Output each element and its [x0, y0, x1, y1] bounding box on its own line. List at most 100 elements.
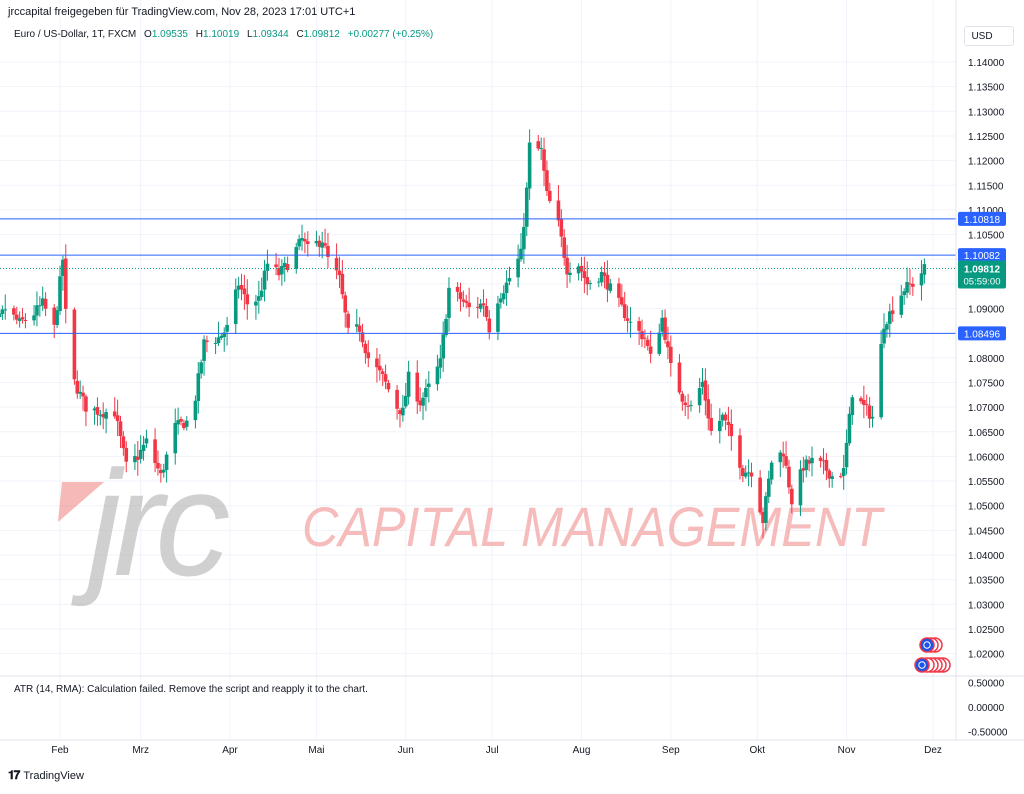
candle-body: [357, 325, 362, 332]
candle-body: [496, 303, 500, 332]
candle: [133, 444, 137, 470]
candle: [911, 277, 915, 296]
symbol-name[interactable]: Euro / US-Dollar, 1T, FXCM: [14, 29, 137, 40]
candle-body: [340, 273, 345, 295]
candle: [17, 311, 22, 328]
candle-body: [354, 324, 359, 327]
candle: [343, 291, 348, 328]
candle-body: [542, 149, 546, 171]
candle: [14, 306, 19, 325]
candle-body: [717, 420, 722, 432]
candle: [378, 354, 382, 381]
candle-body: [686, 405, 690, 407]
candle-body: [882, 328, 886, 344]
candle-body: [539, 147, 543, 149]
candle-body: [475, 306, 480, 308]
candle-body: [706, 399, 711, 419]
candle-body: [161, 469, 166, 473]
candle-body: [164, 454, 169, 470]
candle: [568, 262, 572, 283]
price-tick-label: 1.05000: [968, 502, 1005, 513]
candle-body: [559, 219, 564, 237]
candle-body: [643, 337, 647, 339]
candle: [579, 256, 584, 281]
candle: [743, 465, 748, 479]
high-value: 1.10019: [203, 29, 240, 40]
candle: [527, 129, 532, 200]
low-value: 1.09344: [252, 29, 289, 40]
candle: [58, 265, 62, 316]
candle-body: [599, 272, 604, 283]
candle-body: [294, 247, 299, 269]
candle: [807, 456, 811, 472]
watermark-text: CAPITAL MANAGEMENT: [302, 495, 885, 558]
open-label: O: [144, 29, 152, 40]
candle: [98, 409, 103, 426]
candle: [23, 313, 28, 329]
candle: [764, 492, 768, 531]
candle: [274, 252, 278, 276]
candle: [628, 306, 633, 338]
price-tick-label: 1.08000: [968, 354, 1005, 365]
candle: [242, 274, 247, 310]
candle: [435, 354, 440, 391]
symbol-legend[interactable]: Euro / US-Dollar, 1T, FXCM O1.09535 H1.1…: [14, 29, 433, 40]
candle-body: [193, 400, 198, 421]
candle: [617, 277, 621, 308]
candle: [32, 304, 36, 326]
indicator-error-message: ATR (14, RMA): Calculation failed. Remov…: [14, 684, 368, 695]
candle: [245, 279, 250, 320]
candle: [334, 243, 339, 280]
time-axis[interactable]: Feb Mrz Apr Mai Jun Jul Aug Sep Okt Nov Dez: [51, 745, 942, 756]
candle-body: [435, 366, 440, 385]
candle: [320, 231, 324, 259]
event-marker-lower[interactable]: [914, 657, 951, 673]
candle-body: [568, 272, 572, 275]
candle: [386, 379, 391, 393]
candle-body: [455, 286, 460, 292]
candle-body: [375, 358, 379, 368]
indicator-tick-label: -0.50000: [968, 728, 1008, 739]
candle-body: [766, 478, 771, 497]
candle: [78, 380, 82, 399]
candle-body: [749, 472, 754, 477]
candle-body: [323, 243, 327, 246]
candle-body: [23, 320, 28, 322]
footer-logo[interactable]: 𝟏𝟕 TradingView: [8, 768, 84, 783]
candle: [666, 326, 670, 360]
candle-body: [35, 305, 39, 316]
candle: [697, 377, 702, 413]
watermark-accent-shape: [58, 482, 104, 522]
candle: [216, 321, 221, 347]
candle-body: [259, 290, 264, 297]
indicator-tick-label: 0.50000: [968, 679, 1005, 690]
level-price-label: 1.10082: [958, 248, 1006, 263]
event-marker-upper[interactable]: [919, 637, 943, 653]
candle-body: [444, 318, 448, 336]
candle-body: [63, 258, 68, 309]
candle-body: [118, 421, 123, 437]
candle-body: [138, 449, 143, 459]
candle-body: [337, 270, 342, 276]
candle: [821, 448, 826, 475]
event-markers[interactable]: [914, 637, 951, 673]
candle: [519, 233, 523, 262]
candle: [588, 280, 592, 290]
price-axis[interactable]: 1.14000 1.13500 1.13000 1.12500 1.12000 1.115…: [968, 58, 1005, 661]
candle-body: [487, 318, 492, 333]
candle-body: [303, 239, 307, 242]
candle: [625, 305, 630, 333]
time-tick-label: Okt: [749, 745, 765, 756]
candle: [787, 459, 791, 494]
level-label-text: 1.10818: [964, 215, 1001, 226]
candle: [401, 395, 405, 422]
candle-body: [360, 332, 365, 343]
candle: [683, 395, 688, 417]
candle: [305, 231, 310, 257]
candle-body: [401, 407, 405, 416]
candle: [882, 313, 886, 349]
candle-body: [683, 402, 688, 406]
candle-body: [804, 459, 809, 471]
currency-button[interactable]: USD: [964, 26, 1014, 46]
